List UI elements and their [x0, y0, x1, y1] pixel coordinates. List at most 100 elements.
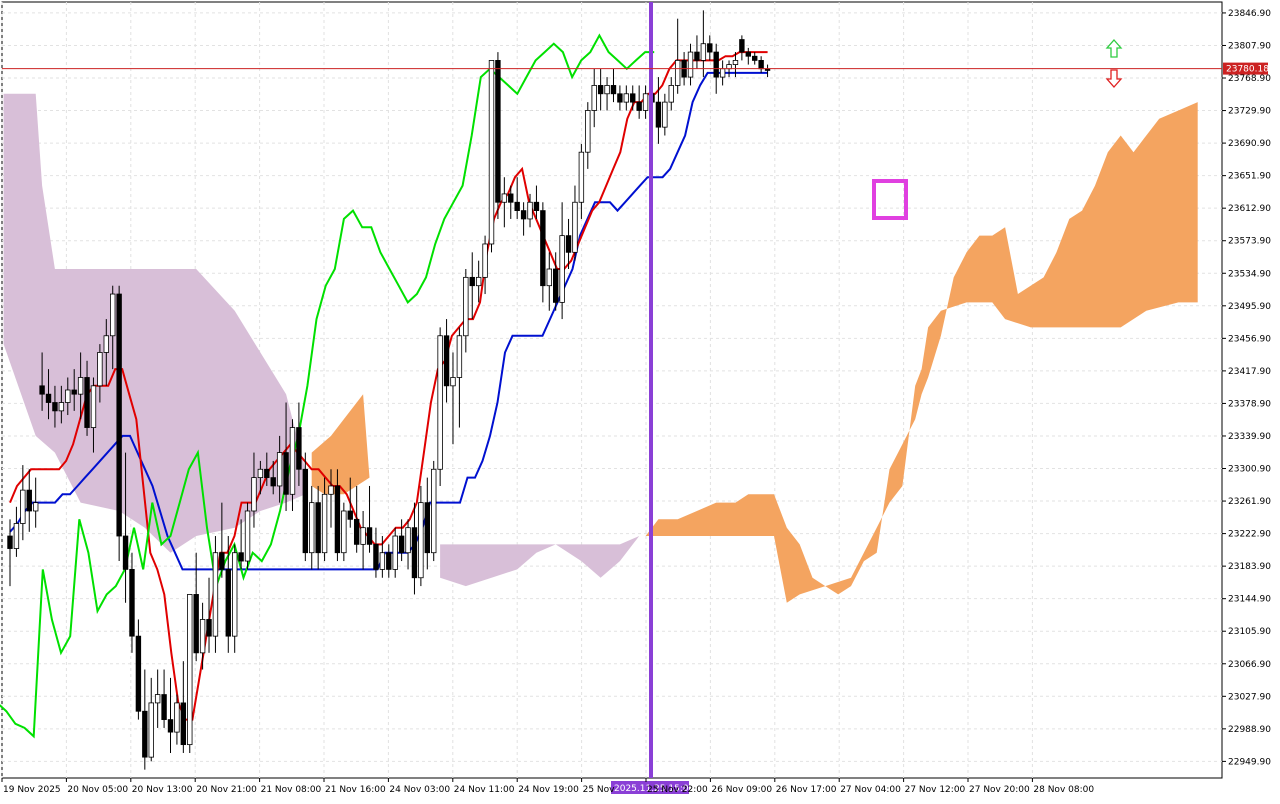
axes: 23846.90 23807.90 23768.90 23729.90 23690.90…: [1, 9, 1271, 795]
candle-body: [739, 39, 745, 53]
candle-body: [39, 385, 45, 395]
candle-body: [398, 535, 405, 554]
price-tick-label: 23300.90: [1228, 465, 1271, 475]
candle-body: [238, 552, 244, 562]
candle-body: [424, 502, 430, 554]
candle-body: [270, 477, 276, 487]
candle-body: [405, 527, 411, 554]
candle-body: [180, 702, 187, 746]
candle-body: [167, 719, 174, 733]
candle-body: [520, 210, 527, 220]
candle-body: [103, 335, 109, 353]
candle-body: [758, 60, 764, 70]
vertical-marker-label: 2025.11.25 15:00: [614, 784, 695, 794]
candle-body: [122, 535, 129, 570]
time-tick-label: 26 Nov 09:00: [711, 785, 772, 795]
time-tick-label: 24 Nov 11:00: [454, 785, 515, 795]
candle-body: [559, 235, 565, 303]
candle-body: [431, 468, 437, 554]
candle-body: [674, 60, 681, 86]
candle-body: [309, 502, 315, 554]
candle-body: [360, 527, 366, 545]
price-tick-label: 23222.90: [1228, 530, 1271, 540]
candle-body: [604, 85, 610, 95]
candle-body: [65, 389, 71, 403]
candle-body: [225, 568, 231, 637]
candle-body: [752, 55, 758, 61]
candle-body: [572, 201, 578, 253]
candle-body: [7, 535, 13, 549]
candle-body: [276, 452, 283, 487]
price-tick-label: 23768.90: [1228, 74, 1271, 84]
candle-body: [289, 427, 296, 495]
time-tick-label: 24 Nov 03:00: [389, 785, 450, 795]
time-tick-label: 20 Nov 21:00: [196, 785, 257, 795]
candle-body: [379, 552, 386, 570]
candle-body: [694, 51, 700, 61]
candle-body: [257, 468, 264, 479]
candle-body: [719, 68, 726, 78]
candles: [7, 10, 771, 770]
candle-body: [373, 543, 379, 570]
candle-body: [148, 702, 154, 758]
current-price-label: 23780.18: [1226, 65, 1269, 75]
candle-body: [501, 193, 508, 203]
candle-body: [437, 335, 443, 470]
candle-body: [90, 385, 97, 428]
candle-body: [488, 60, 495, 245]
candle-body: [456, 335, 463, 378]
candle-body: [527, 201, 533, 220]
price-tick-label: 23027.90: [1228, 692, 1271, 702]
candle-body: [341, 510, 347, 554]
current-price-label-bg: [1223, 62, 1268, 75]
candle-body: [668, 85, 674, 103]
candle-body: [463, 276, 469, 337]
candle-body: [386, 552, 392, 570]
price-tick-label: 23261.90: [1228, 497, 1271, 507]
candle-body: [707, 43, 713, 53]
candle-body: [732, 60, 739, 65]
cloud-bullish-segment: [311, 394, 370, 495]
candle-body: [283, 452, 289, 495]
candle-body: [347, 510, 353, 520]
price-tick-label: 23378.90: [1228, 399, 1271, 409]
candle-body: [129, 568, 135, 637]
time-tick-label: 24 Nov 19:00: [518, 785, 579, 795]
price-tick-label: 23495.90: [1228, 302, 1271, 312]
arrow-down-icon: [1105, 69, 1123, 88]
price-tick-label: 22949.90: [1228, 757, 1271, 767]
candle-body: [199, 619, 206, 654]
price-tick-label: 23612.90: [1228, 204, 1271, 214]
price-tick-label: 23573.90: [1228, 237, 1271, 247]
candle-body: [296, 427, 302, 470]
candle-body: [302, 468, 309, 554]
candle-body: [231, 552, 238, 637]
candle-body: [187, 594, 193, 746]
candle-body: [84, 377, 90, 428]
time-tick-label: 25 Nov 22:00: [647, 785, 708, 795]
candle-body: [321, 493, 328, 554]
candle-body: [655, 101, 662, 128]
candle-body: [26, 489, 32, 512]
candle-body: [116, 293, 122, 537]
price-tick-label: 23846.90: [1228, 9, 1271, 19]
candle-body: [174, 702, 180, 733]
price-tick-label: 23339.90: [1228, 432, 1271, 442]
candle-body: [353, 518, 360, 545]
vertical-marker-label-bg: [611, 781, 689, 794]
candle-body: [251, 477, 257, 512]
candle-body: [630, 93, 636, 103]
candle-body: [315, 502, 321, 554]
candle-body: [244, 510, 251, 562]
candle-body: [623, 93, 630, 103]
candle-body: [636, 101, 642, 111]
price-tick-label: 23651.90: [1228, 172, 1271, 182]
candle-body: [495, 60, 501, 203]
candle-body: [565, 235, 572, 253]
time-tick-label: 21 Nov 08:00: [261, 785, 322, 795]
candle-body: [142, 710, 148, 758]
candle-body: [71, 389, 77, 395]
candle-body: [585, 110, 591, 153]
price-tick-label: 23729.90: [1228, 107, 1271, 117]
